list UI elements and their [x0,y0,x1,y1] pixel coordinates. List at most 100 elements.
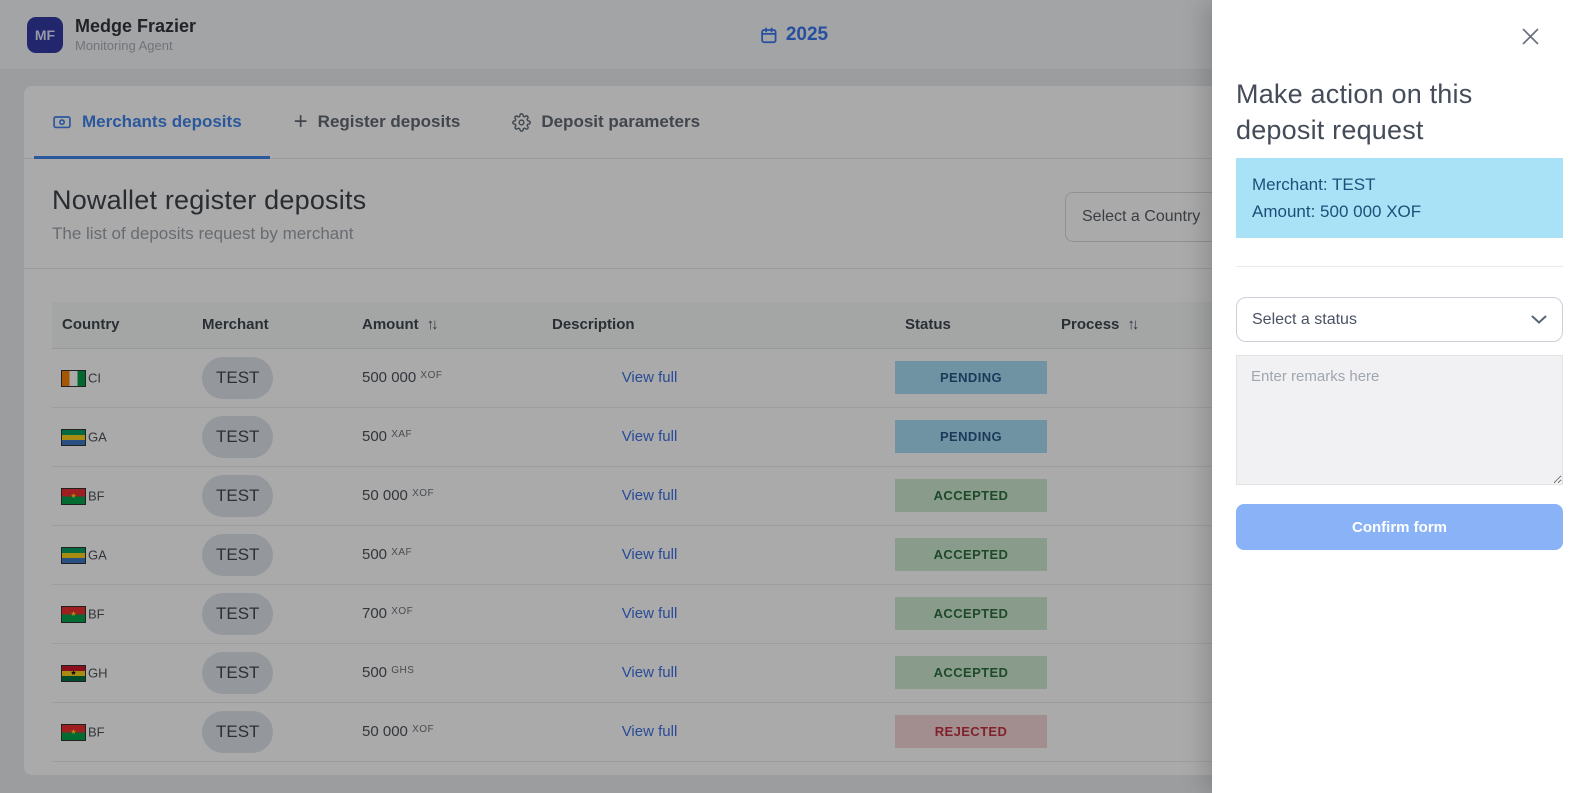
status-cell: ACCEPTED [887,643,1047,703]
amount-value: 500 [362,664,388,681]
spacer-cell [747,466,887,526]
merchant-cell: TEST [192,407,352,467]
tab-label: Merchants deposits [82,112,242,131]
deposit-info-box: Merchant: TEST Amount: 500 000 XOF [1236,157,1563,239]
remarks-textarea[interactable] [1236,355,1563,486]
amount-currency: XAF [391,547,413,558]
country-flag-icon [61,664,86,682]
col-amount[interactable]: Amount ↑↓ [352,302,542,349]
merchant-pill: TEST [202,533,274,576]
country-cell: BF [52,466,192,526]
info-amount-line: Amount: 500 000 XOF [1252,202,1422,222]
table-row: GA TEST 500 XAF View full ACCEPTED [52,525,1252,585]
status-cell: ACCEPTED [887,525,1047,585]
col-spacer [747,302,887,349]
amount-currency: XOF [412,488,435,499]
action-drawer: Make action on this deposit request Merc… [1212,0,1587,793]
table-row: GA TEST 500 XAF View full PENDING [52,407,1252,467]
merchant-cell: TEST [192,525,352,585]
status-cell: REJECTED [887,702,1047,762]
amount-value: 50 000 [362,487,408,504]
amount-cell: 700 XOF [352,584,542,644]
spacer-cell [747,525,887,585]
view-full-link[interactable]: View full [621,546,678,563]
status-cell: PENDING [887,348,1047,408]
close-icon[interactable] [1520,26,1541,47]
view-full-link[interactable]: View full [621,369,678,386]
merchant-cell: TEST [192,348,352,408]
amount-cell: 50 000 XOF [352,466,542,526]
amount-cell: 50 000 XOF [352,702,542,762]
avatar: MF [27,16,63,53]
amount-currency: XAF [391,429,413,440]
col-country: Country [52,302,192,349]
status-badge: ACCEPTED [895,538,1047,571]
info-merchant-line: Merchant: TEST [1252,174,1376,194]
country-flag-icon [61,428,86,446]
status-select[interactable]: Select a status [1236,297,1563,343]
spacer-cell [747,348,887,408]
user-name: Medge Frazier [75,16,197,37]
country-code: GA [88,547,107,563]
amount-cell: 500 XAF [352,407,542,467]
tab-register-deposits[interactable]: + Register deposits [294,86,461,158]
view-full-link[interactable]: View full [621,605,678,622]
amount-currency: GHS [391,665,415,676]
merchant-pill: TEST [202,651,274,694]
description-cell: View full [542,407,747,467]
view-full-link[interactable]: View full [621,664,678,681]
year-label: 2025 [785,24,829,45]
country-cell: CI [52,348,192,408]
drawer-title: Make action on this deposit request [1236,79,1473,146]
merchant-cell: TEST [192,466,352,526]
tab-label: Deposit parameters [541,112,701,131]
amount-currency: XOF [391,606,414,617]
status-cell: ACCEPTED [887,584,1047,644]
country-cell: BF [52,702,192,762]
user-block: MF Medge Frazier Monitoring Agent [0,16,196,53]
status-badge: ACCEPTED [895,656,1047,689]
country-cell: GA [52,525,192,585]
country-flag-icon [61,723,86,741]
amount-value: 500 000 [362,369,417,386]
table-header-row: Country Merchant Amount ↑↓ Description St… [52,302,1252,349]
sort-icon[interactable]: ↑↓ [426,316,439,334]
amount-value: 50 000 [362,723,408,740]
amount-cell: 500 GHS [352,643,542,703]
user-role: Monitoring Agent [75,37,173,53]
description-cell: View full [542,348,747,408]
table-row: BF TEST 50 000 XOF View full REJECTED [52,702,1252,762]
page-title: Nowallet register deposits [52,185,367,215]
country-cell: BF [52,584,192,644]
country-code: GH [88,665,108,681]
country-code: BF [88,606,105,622]
spacer-cell [747,643,887,703]
status-select-placeholder: Select a status [1252,310,1357,328]
year-selector[interactable]: 2025 [759,0,828,70]
merchant-cell: TEST [192,584,352,644]
amount-value: 700 [362,605,388,622]
status-badge: ACCEPTED [895,479,1047,512]
view-full-link[interactable]: View full [621,487,678,504]
tab-merchants-deposits[interactable]: Merchants deposits [34,86,270,159]
country-flag-icon [61,605,86,623]
amount-cell: 500 XAF [352,525,542,585]
tab-deposit-parameters[interactable]: Deposit parameters [512,86,700,158]
status-badge: PENDING [895,420,1047,453]
status-cell: PENDING [887,407,1047,467]
confirm-form-button[interactable]: Confirm form [1236,504,1563,551]
col-merchant: Merchant [192,302,352,349]
view-full-link[interactable]: View full [621,428,678,445]
merchant-pill: TEST [202,710,274,753]
gear-icon [512,112,532,132]
merchant-pill: TEST [202,415,274,458]
country-cell: GH [52,643,192,703]
amount-currency: XOF [420,370,443,381]
tab-label: Register deposits [317,112,461,131]
spacer-cell [747,584,887,644]
view-full-link[interactable]: View full [621,723,678,740]
calendar-icon [759,26,778,45]
description-cell: View full [542,466,747,526]
table-row: BF TEST 50 000 XOF View full ACCEPTED [52,466,1252,526]
col-description: Description [542,302,747,349]
